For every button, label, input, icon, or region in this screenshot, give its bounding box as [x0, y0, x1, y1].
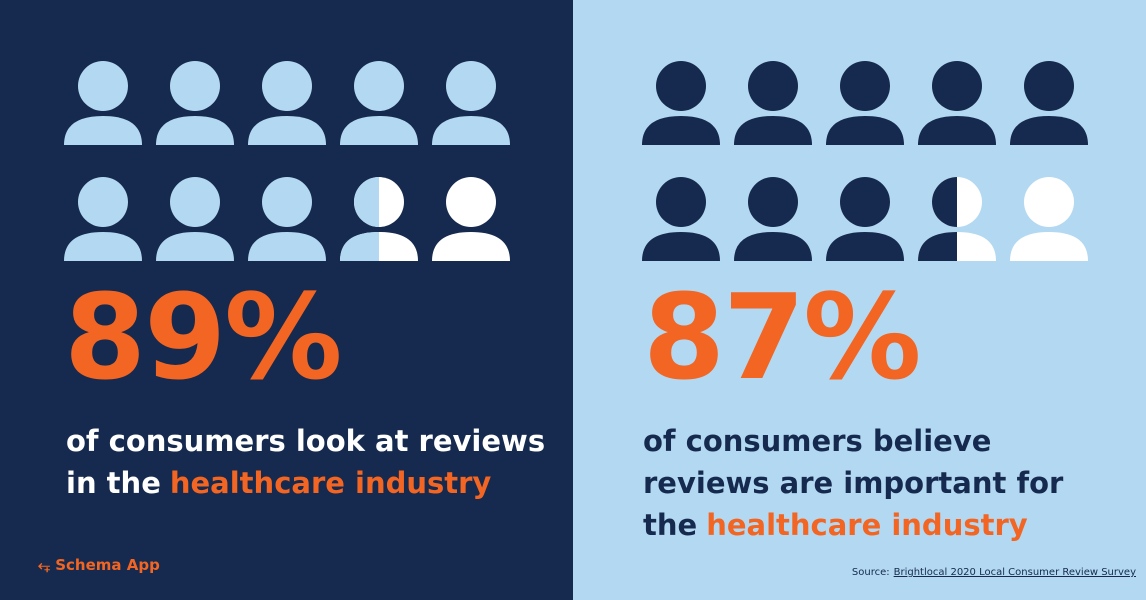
icon-head	[840, 177, 890, 227]
person-icon	[1010, 61, 1088, 145]
icon-head	[932, 61, 982, 111]
icon-body	[642, 116, 720, 145]
icon-body	[918, 232, 957, 261]
icon-body	[340, 232, 379, 261]
person-icon	[340, 61, 418, 145]
source: Source: Brightlocal 2020 Local Consumer R…	[852, 567, 1136, 578]
caption-text: in the	[66, 466, 161, 500]
source-link[interactable]: Brightlocal 2020 Local Consumer Review S…	[893, 567, 1136, 578]
person-icon	[340, 177, 418, 261]
icon-body	[1010, 232, 1088, 261]
icon-head	[446, 61, 496, 111]
person-icon	[156, 177, 234, 261]
source-label: Source:	[851, 567, 890, 578]
icon-body	[642, 232, 720, 261]
caption-highlight: healthcare industry	[169, 466, 492, 500]
icon-body	[734, 116, 812, 145]
person-icon	[248, 177, 326, 261]
person-icon	[826, 177, 904, 261]
icon-body	[64, 232, 142, 261]
right-panel: 87% of consumers believe reviews are impo…	[573, 0, 1146, 600]
icon-body	[432, 116, 510, 145]
icon-head	[354, 61, 404, 111]
person-icon	[1010, 177, 1088, 261]
icon-body	[826, 232, 904, 261]
icon-head	[748, 61, 798, 111]
caption-line: the healthcare industry	[643, 504, 1063, 546]
caption: of consumers believe reviews are importan…	[643, 420, 1063, 546]
person-icon	[734, 61, 812, 145]
icon-head	[840, 61, 890, 111]
icon-grid	[642, 61, 1088, 261]
icon-head	[656, 177, 706, 227]
person-icon	[734, 177, 812, 261]
person-icon	[642, 61, 720, 145]
icon-body	[734, 232, 812, 261]
person-icon	[642, 177, 720, 261]
person-icon	[156, 61, 234, 145]
caption-highlight: healthcare industry	[706, 508, 1028, 542]
person-icon	[64, 177, 142, 261]
person-icon	[918, 177, 996, 261]
icon-head	[1024, 177, 1074, 227]
icon-head	[656, 61, 706, 111]
stat: 89%	[64, 268, 342, 406]
caption-text: of consumers look at reviews	[66, 424, 546, 458]
person-icon	[826, 61, 904, 145]
icon-body	[248, 232, 326, 261]
icon-body	[826, 116, 904, 145]
person-icon	[432, 61, 510, 145]
person-icon	[248, 61, 326, 145]
icon-body	[918, 116, 996, 145]
caption-line: in the healthcare industry	[66, 462, 545, 504]
icon-grid	[64, 61, 510, 261]
icon-head	[170, 61, 220, 111]
icon-body	[432, 232, 510, 261]
icon-body	[248, 116, 326, 145]
caption-text: the	[643, 508, 698, 542]
caption-text: reviews are important for	[643, 466, 1064, 500]
icon-head	[748, 177, 798, 227]
icon-body	[156, 116, 234, 145]
person-icon	[64, 61, 142, 145]
icon-head	[78, 177, 128, 227]
logo: ⥆ Schema App	[38, 556, 160, 574]
caption: of consumers look at reviews in the health…	[66, 420, 545, 504]
icon-body	[64, 116, 142, 145]
logo-text: Schema App	[55, 556, 160, 574]
person-icon	[918, 61, 996, 145]
icon-body	[340, 116, 418, 145]
caption-line: reviews are important for	[643, 462, 1063, 504]
icon-head	[78, 61, 128, 111]
icon-body	[1010, 116, 1088, 145]
icon-head	[262, 61, 312, 111]
caption-line: of consumers look at reviews	[66, 420, 545, 462]
person-icon	[432, 177, 510, 261]
stat: 87%	[643, 268, 921, 406]
icon-head	[1024, 61, 1074, 111]
icon-head	[354, 177, 379, 227]
icon-body	[156, 232, 234, 261]
icon-head	[446, 177, 496, 227]
icon-head	[932, 177, 957, 227]
left-panel: 89% of consumers look at reviews in the he…	[0, 0, 573, 600]
caption-line: of consumers believe	[643, 420, 1063, 462]
icon-head	[262, 177, 312, 227]
icon-head	[170, 177, 220, 227]
caption-text: of consumers believe	[643, 424, 992, 458]
